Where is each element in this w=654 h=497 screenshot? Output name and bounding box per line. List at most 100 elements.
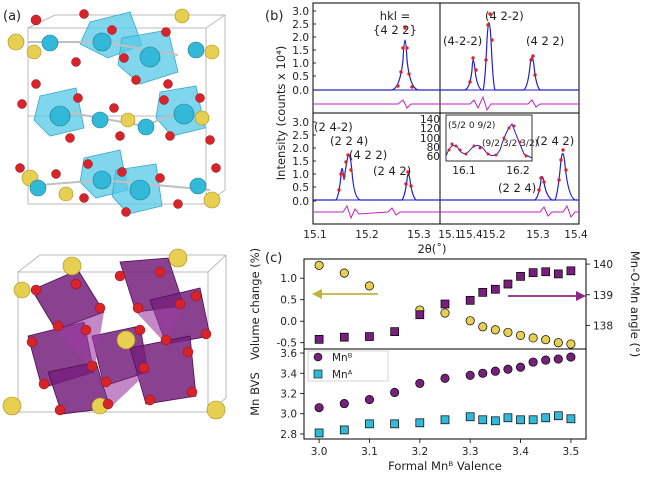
mna-bvs-point-1 [339,425,349,435]
mn-o-mn-angle-point-14 [566,266,576,276]
xrd-ytick-bot-3: 1.5 [292,156,309,168]
mn-o-mn-angle-point-3 [390,327,399,336]
xrd-ylabel: Intensity (counts x 10⁴) [274,46,288,180]
angle-arrow [508,291,586,301]
c-ytick-bot-0: 3.6 [280,348,297,360]
mn-o-mn-angle-point-10 [516,272,525,281]
c-ytick-top-2: 0.0 [280,316,297,328]
mnb-bvs-point-8 [490,366,500,376]
inset-xtick-0: 16.1 [452,165,475,177]
xrd-diffraction-panel: 3.0 2.5 2.0 1.5 1.0 0.5 0.0 3.0 2.5 2.0 … [274,2,588,256]
xrd-xtick-6: 15.3 [526,229,549,241]
xrd-label-top-right-2: (4 2 2) [526,34,564,48]
c-xtick-2: 3.2 [411,446,428,458]
panel-c-ylabel-right: Mn-O-Mn angle (°) [628,251,642,357]
volume-change-point-12 [553,338,563,348]
panel-c-xlabel: Formal Mnᴮ Valence [388,459,502,473]
xrd-xtick-4: 15.1 [438,229,461,241]
mn-o-mn-angle-point-11 [528,268,538,278]
xrd-xtick-5: 15.2 [482,229,505,241]
mnb-bvs-point-2 [364,395,375,405]
mnb-bvs-point-5 [440,373,450,383]
mna-bvs-point-11 [528,415,538,425]
c-ytick-bot-3: 3.0 [280,409,297,421]
mnb-bvs-point-13 [553,354,563,364]
mnb-bvs-point-10 [515,362,526,372]
mnb-bvs-point-3 [390,387,400,398]
mna-bvs-point-3 [390,419,399,429]
mna-bvs-point-0 [314,428,324,438]
volume-change-point-10 [528,333,538,343]
mn-o-mn-angle-point-4 [415,310,425,320]
mn-o-mn-angle-point-5 [440,299,450,309]
xrd-label-top-left-2: {4 2 2} [373,23,417,37]
legend-marker-mnb [313,352,323,362]
xrd-label-bot-left-0: (2 4-2) [314,120,353,134]
volume-change-point-6 [478,322,488,332]
legend-label-mnb: Mnᴮ [332,352,353,364]
xrd-peaks-bottom-right [440,153,579,201]
mn-o-mn-angle-point-8 [491,284,500,294]
mnb-bvs-point-1 [339,399,349,409]
mna-bvs-point-13 [553,411,563,421]
c-xtick-3: 3.3 [462,446,479,458]
c-ytick-bot-1: 3.4 [280,368,297,380]
xrd-ytick-top-6: 0.0 [292,85,309,97]
volume-change-point-8 [503,327,513,337]
volume-change-point-1 [339,268,349,278]
mn-o-mn-angle-point-13 [553,269,563,279]
mnb-bvs-point-9 [503,364,513,374]
xrd-xlabel: 2θ(˚) [417,241,446,256]
c-ytick-bot-2: 3.2 [280,388,297,400]
xrd-label-bot-right-0: (2 4 2) [536,134,574,148]
xrd-label-top-right-1: (4 2-2) [485,9,524,23]
mnb-bvs-point-6 [465,370,475,380]
panel-c-chart: Volume change (%) Mn-O-Mn angle (°) Mn B… [248,248,642,473]
c-xtick-4: 3.4 [512,446,529,458]
xrd-ytick-bot-0: 3.0 [292,117,309,129]
xrd-ytick-top-3: 1.5 [292,45,309,57]
xrd-label-bot-right-1: (2 2 4) [498,181,536,195]
xrd-inset: 140 120 100 80 60 (5/2 0 9/2) (9/2 3/2 3… [420,114,538,177]
xrd-xtick-2: 15.3 [407,229,430,241]
panel-c-ylabel-bottom: Mn BVS [248,372,262,416]
volume-change-point-2 [364,281,375,291]
volume-change-point-13 [566,339,576,349]
mna-bvs-point-4 [415,418,425,428]
c-xtick-1: 3.1 [361,446,378,458]
mn-o-mn-angle-point-12 [541,267,551,277]
volume-change-point-7 [490,325,500,335]
c-ytick-right-2: 138 [593,321,613,333]
xrd-peak-top-left [313,39,440,91]
mnb-bvs-point-7 [478,368,488,378]
xrd-ytick-top-2: 2.0 [292,32,309,44]
mnb-bvs-point-12 [541,355,551,365]
legend-marker-mna [313,369,323,379]
xrd-ytick-bot-6: 0.0 [292,196,309,208]
xrd-xtick-1: 15.2 [355,229,378,241]
c-ytick-top-3: -0.5 [277,338,298,350]
c-xtick-5: 3.5 [563,446,580,458]
xrd-label-bot-left-1: (2 2 4) [330,134,368,148]
mna-bvs-point-6 [465,412,475,422]
mna-bvs-point-5 [440,415,450,425]
c-xtick-0: 3.0 [311,446,328,458]
xrd-peaks-bottom-left [313,154,440,201]
panel-label-a: (a) [3,9,21,24]
volume-change-point-0 [314,260,324,270]
mna-bvs-point-14 [566,414,576,424]
mna-bvs-point-8 [491,416,500,426]
inset-label-0: (5/2 0 9/2) [448,121,495,131]
c-ytick-right-0: 140 [593,259,613,271]
xrd-label-bot-left-2: (4 2 2) [349,148,387,162]
panel-label-b: (b) [265,9,283,24]
inset-ytick-4: 60 [427,151,440,163]
xrd-xtick-0: 15.1 [303,229,326,241]
xrd-ytick-top-1: 2.5 [292,19,309,31]
legend-bvs: Mnᴮ Mnᴬ [307,350,389,382]
xrd-xtick-7: 15.4 [564,229,588,241]
mn-o-mn-angle-point-0 [314,334,324,344]
crystal-structure-bottom [2,248,227,420]
xrd-peaks-top-right [440,21,579,91]
